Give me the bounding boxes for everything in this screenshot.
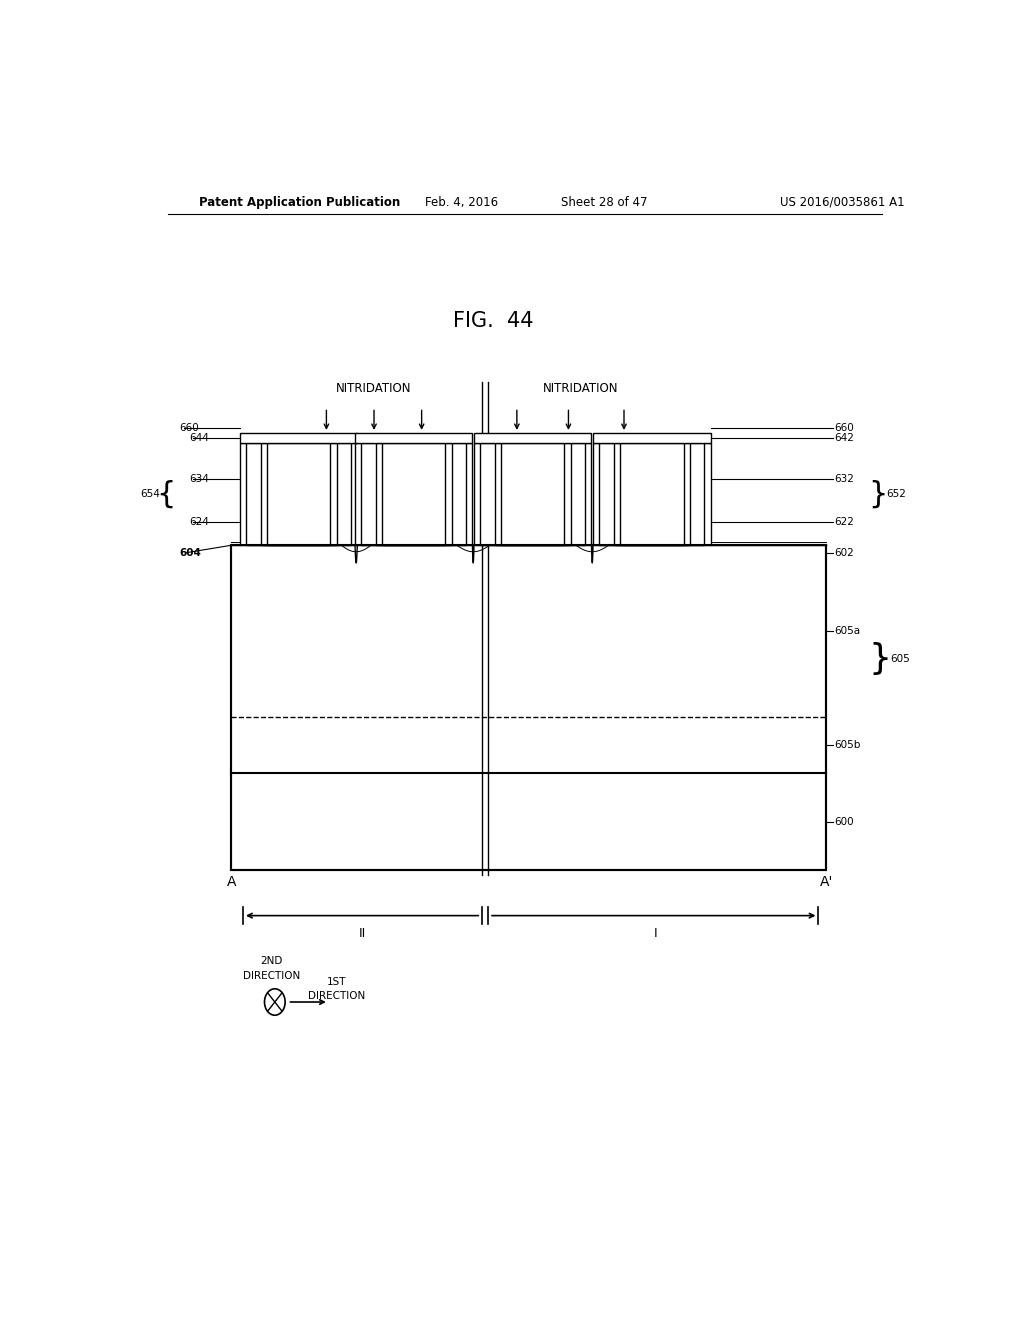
Text: 605: 605 xyxy=(890,653,909,664)
Bar xyxy=(501,444,564,545)
Bar xyxy=(240,444,357,545)
Text: Sheet 28 of 47: Sheet 28 of 47 xyxy=(561,195,647,209)
Text: NITRIDATION: NITRIDATION xyxy=(336,383,412,395)
Bar xyxy=(593,444,711,545)
Text: A': A' xyxy=(819,875,834,890)
Bar xyxy=(355,433,472,444)
Text: US 2016/0035861 A1: US 2016/0035861 A1 xyxy=(780,195,904,209)
Text: I: I xyxy=(654,928,657,940)
Text: }: } xyxy=(868,479,888,508)
Text: FIG.  44: FIG. 44 xyxy=(453,312,534,331)
Text: 654: 654 xyxy=(140,488,160,499)
Bar xyxy=(474,444,592,545)
Text: 660: 660 xyxy=(835,422,854,433)
Text: 652: 652 xyxy=(886,488,906,499)
Text: 642: 642 xyxy=(835,433,854,444)
Text: Patent Application Publication: Patent Application Publication xyxy=(200,195,400,209)
Bar xyxy=(267,444,331,545)
Bar xyxy=(620,444,684,545)
Text: Feb. 4, 2016: Feb. 4, 2016 xyxy=(425,195,498,209)
Bar xyxy=(246,444,351,545)
Text: 605a: 605a xyxy=(835,626,860,636)
Bar xyxy=(240,433,357,444)
Bar xyxy=(361,444,466,545)
Text: 634: 634 xyxy=(189,474,209,483)
Text: 622: 622 xyxy=(835,517,854,527)
Bar xyxy=(495,444,570,545)
Text: 605b: 605b xyxy=(835,741,861,750)
Bar xyxy=(260,444,337,545)
Text: DIRECTION: DIRECTION xyxy=(243,970,300,981)
Text: NITRIDATION: NITRIDATION xyxy=(543,383,618,395)
Text: }: } xyxy=(868,642,892,676)
Text: 660: 660 xyxy=(179,422,200,433)
Bar xyxy=(480,444,585,545)
Text: 2ND: 2ND xyxy=(260,957,283,966)
Text: {: { xyxy=(157,479,176,508)
Text: 604: 604 xyxy=(179,548,202,558)
Bar xyxy=(231,545,826,870)
Bar xyxy=(231,545,826,870)
Text: 602: 602 xyxy=(835,548,854,558)
Text: II: II xyxy=(358,928,366,940)
Bar xyxy=(355,444,472,545)
Bar xyxy=(382,444,445,545)
Bar xyxy=(613,444,690,545)
Text: 1ST: 1ST xyxy=(327,977,346,987)
Text: DIRECTION: DIRECTION xyxy=(308,991,366,1001)
Bar xyxy=(599,444,705,545)
Bar xyxy=(376,444,452,545)
Bar xyxy=(474,433,592,444)
Text: 632: 632 xyxy=(835,474,854,483)
Text: 624: 624 xyxy=(189,517,209,527)
Text: 600: 600 xyxy=(835,817,854,826)
Text: 644: 644 xyxy=(189,433,209,444)
Text: A: A xyxy=(226,875,236,890)
Bar xyxy=(593,433,711,444)
